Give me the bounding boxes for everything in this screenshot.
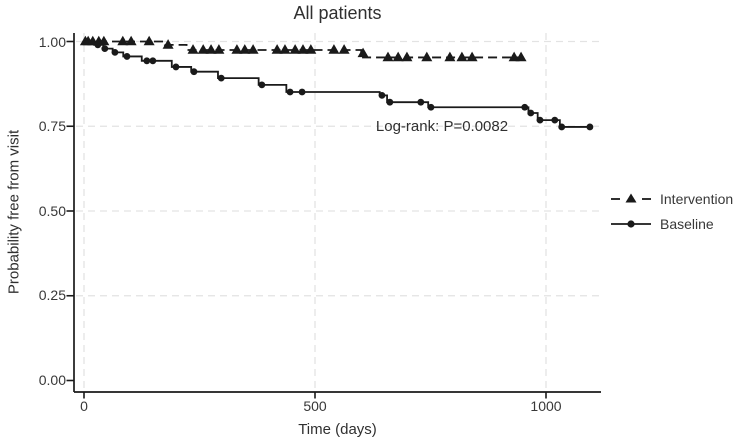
censor-marker-circle [378, 92, 386, 99]
censor-marker-circle [190, 68, 198, 76]
censor-marker-circle [586, 123, 594, 131]
censor-marker-circle [101, 45, 109, 53]
censor-marker-triangle [247, 44, 259, 54]
censor-marker-circle [551, 116, 559, 124]
censor-marker-triangle [187, 44, 199, 54]
censor-marker-triangle [125, 35, 137, 46]
logrank-pvalue-annotation: Log-rank: P=0.0082 [375, 118, 509, 135]
x-tick-label: 1000 [530, 398, 562, 414]
censor-marker-triangle [357, 47, 369, 58]
censor-marker-circle [417, 98, 425, 106]
censor-marker-circle [111, 48, 119, 56]
legend: Intervention Baseline [610, 188, 733, 235]
censor-marker-triangle [162, 39, 174, 49]
censor-marker-triangle [297, 44, 309, 54]
censor-marker-triangle [231, 44, 243, 54]
censor-marker-triangle [205, 44, 217, 54]
censor-marker-circle [521, 103, 529, 111]
censor-marker-triangle [279, 44, 291, 54]
censor-marker-circle [258, 81, 266, 89]
censor-marker-triangle [456, 51, 468, 62]
censor-marker-triangle [392, 51, 404, 62]
censor-marker-circle [298, 88, 306, 96]
censor-marker-circle [123, 53, 131, 60]
y-tick-label: 0.75 [38, 118, 66, 134]
censor-marker-triangle [213, 44, 225, 54]
censor-marker-triangle [305, 44, 317, 54]
y-tick-label: 0.25 [38, 287, 66, 303]
x-tick-label: 500 [303, 398, 327, 414]
censor-marker-triangle [117, 35, 129, 46]
censor-marker-triangle [143, 35, 155, 46]
censor-marker-circle [427, 103, 435, 111]
legend-label-baseline: Baseline [660, 216, 714, 232]
legend-entry-baseline: Baseline [610, 213, 733, 235]
censor-marker-circle [172, 63, 180, 71]
censor-marker-triangle [239, 44, 251, 54]
y-tick-label: 0.50 [38, 203, 66, 219]
censor-marker-circle [94, 41, 102, 49]
censor-marker-triangle [401, 51, 413, 62]
censor-marker-triangle [197, 44, 209, 54]
chart-title: All patients [293, 3, 382, 23]
censor-marker-circle [527, 109, 535, 117]
censor-marker-triangle [466, 51, 478, 62]
censor-marker-triangle [289, 44, 301, 54]
censor-marker-triangle [271, 44, 283, 54]
censor-marker-triangle [421, 51, 433, 62]
x-axis-label: Time (days) [298, 421, 377, 438]
censor-marker-circle [143, 57, 151, 65]
censor-marker-triangle [444, 51, 456, 62]
censor-marker-circle [217, 74, 225, 82]
censor-marker-triangle [328, 44, 340, 54]
dashed-triangle-line-icon [611, 193, 651, 203]
censor-marker-circle [149, 57, 157, 65]
solid-circle-line-icon [611, 220, 651, 228]
x-tick-label: 0 [80, 398, 88, 414]
y-tick-label: 0.00 [38, 372, 66, 388]
censor-marker-circle [286, 88, 294, 96]
censor-marker-triangle [338, 44, 350, 54]
y-tick-label: 1.00 [38, 34, 66, 50]
censor-marker-triangle [382, 51, 394, 62]
censor-marker-circle [558, 123, 566, 131]
censor-marker-circle [386, 98, 394, 106]
censor-marker-circle [536, 116, 544, 124]
legend-label-intervention: Intervention [660, 191, 734, 207]
legend-entry-intervention: Intervention [610, 188, 733, 210]
censor-marker-triangle [98, 35, 110, 46]
censor-marker-triangle [515, 51, 527, 62]
censor-marker-triangle [508, 51, 520, 62]
